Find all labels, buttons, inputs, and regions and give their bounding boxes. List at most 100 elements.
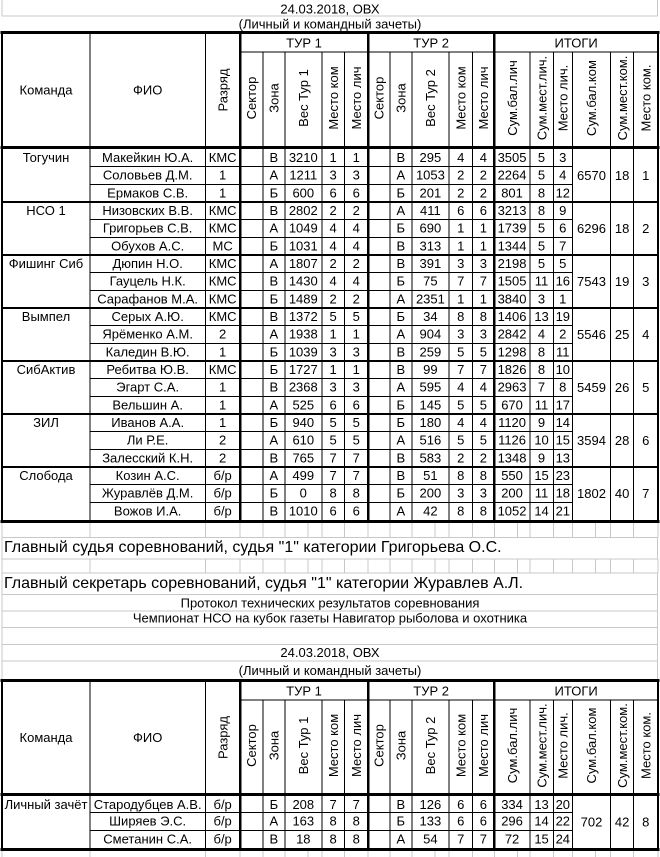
svg-text:Место ком.: Место ком. [638, 712, 653, 779]
svg-text:411: 411 [420, 203, 441, 218]
svg-text:200: 200 [420, 486, 442, 501]
svg-text:Вожов И.А.: Вожов И.А. [114, 503, 181, 518]
svg-text:В: В [396, 238, 405, 253]
svg-text:Вес Тур 2: Вес Тур 2 [423, 717, 438, 775]
svg-text:295: 295 [420, 150, 442, 165]
svg-text:(Личный и командный зачеты): (Личный и командный зачеты) [239, 17, 422, 32]
svg-text:Место ком: Место ком [453, 714, 468, 777]
svg-text:11: 11 [535, 397, 549, 412]
svg-text:Сектор: Сектор [244, 77, 259, 120]
svg-text:1052: 1052 [498, 503, 527, 518]
svg-text:1126: 1126 [498, 433, 526, 448]
svg-text:7: 7 [642, 486, 649, 501]
svg-text:Место ком: Место ком [326, 66, 341, 129]
svg-text:7: 7 [353, 450, 360, 465]
svg-text:Б: Б [270, 185, 279, 200]
svg-text:Сум.мест.лич.: Сум.мест.лич. [534, 56, 549, 140]
svg-text:7: 7 [330, 450, 337, 465]
svg-text:3: 3 [330, 380, 337, 395]
svg-text:Личный зачёт: Личный зачёт [5, 797, 88, 812]
svg-text:8: 8 [457, 468, 464, 483]
svg-text:Тогучин: Тогучин [23, 150, 70, 165]
svg-text:1802: 1802 [577, 486, 606, 501]
svg-text:23: 23 [556, 468, 570, 483]
svg-text:Залесский К.Н.: Залесский К.Н. [102, 450, 193, 465]
svg-text:Низовских В.В.: Низовских В.В. [102, 203, 193, 218]
svg-text:В: В [396, 468, 405, 483]
svg-text:690: 690 [420, 221, 442, 236]
svg-text:Сум.бал.ком: Сум.бал.ком [584, 708, 599, 784]
svg-text:Каледин В.Ю.: Каледин В.Ю. [106, 344, 190, 359]
svg-text:Место лич: Место лич [349, 714, 364, 777]
svg-text:В: В [270, 309, 279, 324]
svg-text:99: 99 [423, 362, 437, 377]
svg-text:26: 26 [615, 380, 629, 395]
svg-text:595: 595 [420, 380, 442, 395]
svg-text:25: 25 [615, 327, 629, 342]
svg-text:5: 5 [457, 344, 464, 359]
svg-text:4: 4 [480, 150, 487, 165]
svg-text:940: 940 [292, 415, 314, 430]
svg-text:Ли Р.Е.: Ли Р.Е. [127, 433, 169, 448]
svg-text:6: 6 [330, 503, 337, 518]
svg-text:7: 7 [457, 274, 464, 289]
svg-text:5: 5 [330, 433, 337, 448]
svg-text:4: 4 [457, 415, 464, 430]
svg-text:КМС: КМС [209, 256, 237, 271]
svg-text:Сметанин С.А.: Сметанин С.А. [103, 831, 192, 846]
svg-text:5459: 5459 [577, 380, 606, 395]
svg-text:Ребитва Ю.В.: Ребитва Ю.В. [106, 362, 188, 377]
svg-text:Б: Б [270, 362, 279, 377]
svg-text:Зона: Зона [394, 730, 409, 760]
svg-text:3: 3 [480, 327, 487, 342]
svg-text:ИТОГИ: ИТОГИ [555, 684, 598, 699]
svg-text:2: 2 [559, 327, 566, 342]
svg-text:2: 2 [330, 256, 337, 271]
svg-text:34: 34 [423, 309, 437, 324]
svg-text:Место лич.: Место лич. [556, 65, 571, 132]
svg-text:7: 7 [457, 362, 464, 377]
svg-text:8: 8 [353, 486, 360, 501]
svg-text:24: 24 [556, 831, 570, 846]
svg-text:Б: Б [397, 221, 406, 236]
svg-text:2: 2 [353, 203, 360, 218]
svg-text:765: 765 [292, 450, 314, 465]
svg-text:18: 18 [556, 486, 570, 501]
svg-text:Сектор: Сектор [372, 724, 387, 767]
svg-text:4: 4 [559, 168, 566, 183]
svg-text:1031: 1031 [289, 238, 318, 253]
svg-text:5: 5 [559, 256, 566, 271]
svg-text:Вес Тур 2: Вес Тур 2 [423, 69, 438, 127]
svg-text:6: 6 [457, 203, 464, 218]
svg-text:18: 18 [615, 168, 629, 183]
svg-text:1010: 1010 [289, 503, 318, 518]
svg-text:5: 5 [538, 256, 545, 271]
svg-text:Зона: Зона [267, 730, 282, 760]
svg-text:Дюпин Н.О.: Дюпин Н.О. [112, 256, 182, 271]
svg-text:ТУР 1: ТУР 1 [286, 36, 322, 51]
svg-text:(Личный и командный зачеты): (Личный и командный зачеты) [239, 663, 422, 678]
svg-text:2963: 2963 [498, 380, 527, 395]
svg-text:3: 3 [457, 486, 464, 501]
svg-text:КМС: КМС [209, 309, 237, 324]
svg-text:4: 4 [538, 327, 545, 342]
svg-text:8: 8 [538, 185, 545, 200]
svg-text:5: 5 [642, 380, 649, 395]
svg-text:Б: Б [397, 486, 406, 501]
svg-text:Место лич: Место лич [349, 67, 364, 130]
svg-text:2: 2 [330, 203, 337, 218]
svg-text:2: 2 [219, 433, 226, 448]
svg-text:2: 2 [457, 168, 464, 183]
svg-text:А: А [396, 503, 405, 518]
svg-text:2802: 2802 [289, 203, 318, 218]
svg-text:А: А [396, 831, 405, 846]
svg-text:Б: Б [397, 397, 406, 412]
svg-text:1: 1 [457, 221, 464, 236]
svg-text:Чемпионат НСО на кубок газеты: Чемпионат НСО на кубок газеты Навигатор … [133, 611, 528, 626]
svg-text:1: 1 [219, 185, 226, 200]
svg-text:Главный секретарь соревнований: Главный секретарь соревнований, судья "1… [4, 575, 523, 592]
svg-text:2: 2 [480, 185, 487, 200]
svg-text:ТУР 2: ТУР 2 [413, 36, 449, 51]
svg-text:19: 19 [556, 309, 570, 324]
svg-text:13: 13 [534, 797, 548, 812]
